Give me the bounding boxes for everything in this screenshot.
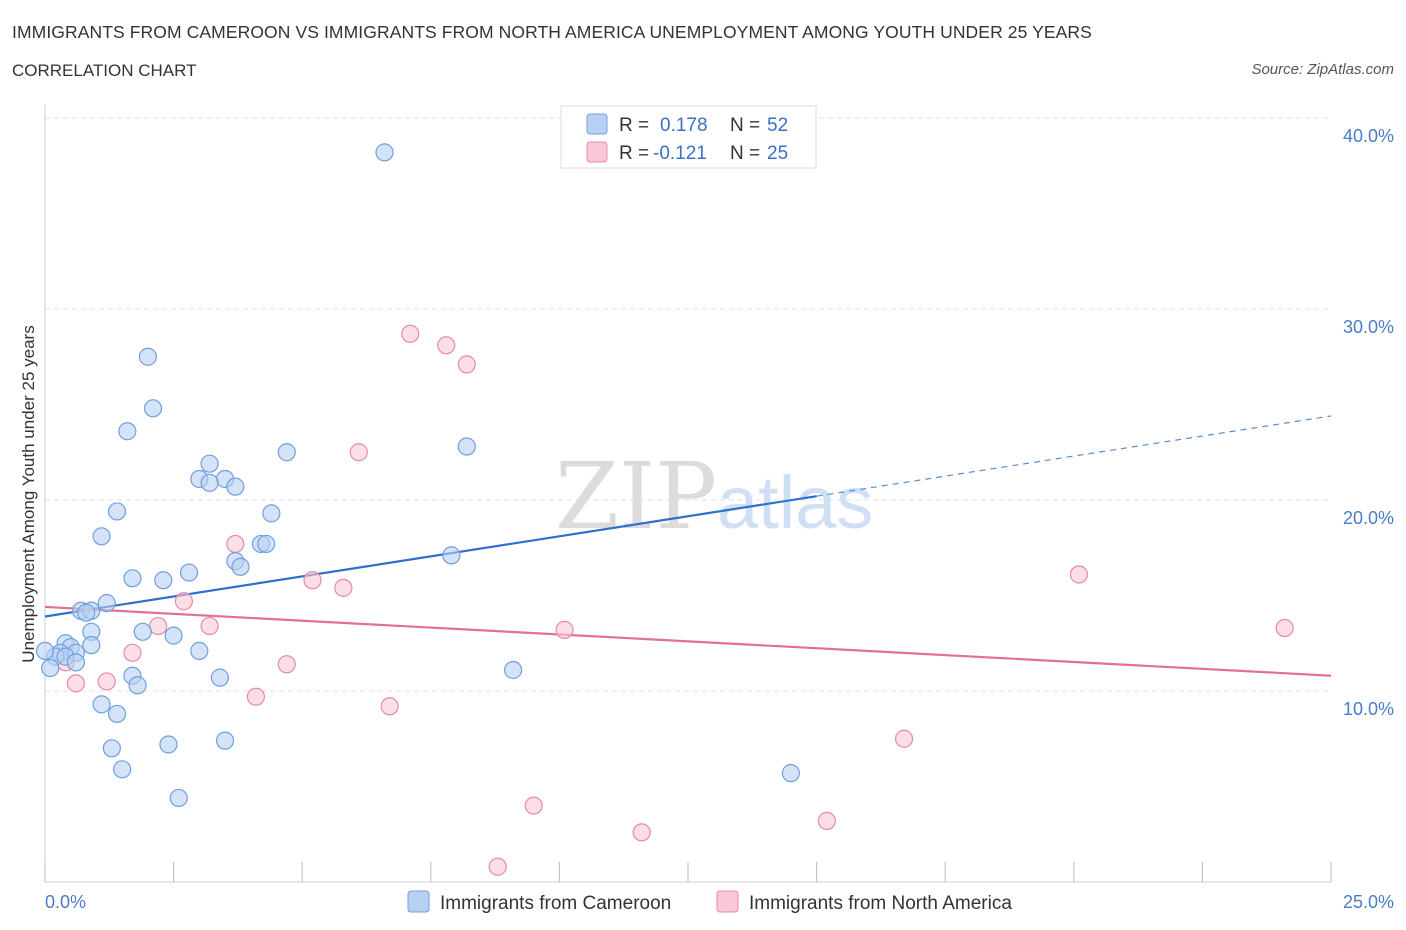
legend-r-label-0: R = (619, 115, 649, 136)
trend-line-cameroon-extension (816, 415, 1332, 497)
point-north-america (817, 811, 836, 830)
point-cameroon (107, 502, 127, 521)
legend-r-value-0: 0.178 (660, 115, 708, 136)
point-cameroon (200, 473, 219, 492)
point-cameroon (133, 622, 152, 641)
y-tick-labels: 10.0% 20.0% 30.0% 40.0% (1343, 126, 1394, 719)
point-cameroon (41, 658, 60, 678)
point-north-america (174, 592, 193, 611)
point-cameroon (77, 603, 96, 622)
point-cameroon (226, 477, 245, 496)
bottom-legend-swatch-north-america (716, 890, 739, 913)
trend-line-cameroon (44, 495, 817, 618)
point-cameroon (113, 760, 132, 779)
point-cameroon (159, 735, 178, 754)
point-north-america (226, 534, 245, 554)
point-north-america (457, 355, 476, 374)
point-cameroon (138, 347, 157, 366)
y-tick-label: 30.0% (1343, 317, 1394, 337)
point-cameroon (143, 399, 163, 418)
point-north-america (97, 672, 116, 691)
point-north-america (303, 571, 322, 590)
point-cameroon (102, 739, 121, 758)
point-cameroon (457, 437, 476, 456)
point-north-america (1275, 618, 1294, 638)
point-north-america (66, 674, 85, 693)
trend-lines (44, 415, 1332, 677)
point-cameroon (231, 557, 250, 576)
point-north-america (277, 655, 296, 674)
point-cameroon (35, 641, 55, 660)
point-cameroon (179, 563, 199, 582)
point-cameroon (215, 731, 235, 750)
point-north-america (380, 697, 399, 716)
legend-swatch-cameroon (586, 113, 608, 135)
legend-n-value-0: 52 (767, 115, 788, 136)
point-cameroon (164, 626, 183, 645)
point-cameroon (97, 594, 116, 613)
x-ticks (44, 862, 1332, 882)
point-north-america (334, 578, 353, 597)
point-cameroon (262, 504, 281, 523)
x-tick-label-max: 25.0% (1343, 892, 1394, 912)
point-north-america (246, 687, 266, 706)
x-tick-label-min: 0.0% (45, 892, 86, 912)
point-cameroon (442, 546, 461, 565)
point-cameroon (781, 764, 800, 783)
legend-n-label-0: N = (730, 115, 760, 136)
point-cameroon (107, 704, 127, 724)
point-cameroon (190, 641, 209, 660)
source-credit: Source: ZipAtlas.com (1251, 61, 1394, 78)
point-north-america (488, 857, 507, 876)
point-cameroon (66, 653, 85, 672)
point-north-america (437, 336, 456, 355)
legend-r-label-1: R = (619, 143, 649, 164)
point-cameroon (257, 534, 276, 554)
y-axis-label: Unemployment Among Youth under 25 years (19, 325, 38, 662)
point-cameroon (375, 143, 394, 162)
chart-subtitle: CORRELATION CHART (12, 61, 197, 80)
y-tick-label: 40.0% (1343, 126, 1394, 146)
gridlines (45, 117, 1331, 692)
point-north-america (349, 443, 368, 462)
point-cameroon (210, 668, 229, 687)
point-north-america (632, 823, 651, 842)
trend-line-north-america (44, 605, 1332, 677)
point-cameroon (92, 527, 111, 546)
y-tick-label: 10.0% (1343, 699, 1394, 719)
bottom-legend-label-cameroon: Immigrants from Cameroon (440, 893, 671, 914)
top-legend: R = 0.178 N = 52 R = -0.121 N = 25 (560, 105, 817, 169)
point-cameroon (118, 422, 137, 441)
point-north-america (200, 616, 219, 636)
bottom-legend: Immigrants from Cameroon Immigrants from… (407, 890, 1012, 914)
point-cameroon (200, 454, 219, 473)
chart-title: IMMIGRANTS FROM CAMEROON VS IMMIGRANTS F… (12, 22, 1092, 42)
point-cameroon (154, 571, 173, 590)
bottom-legend-label-north-america: Immigrants from North America (749, 893, 1012, 914)
point-cameroon (169, 788, 188, 808)
point-cameroon (128, 676, 147, 695)
legend-n-value-1: 25 (767, 143, 788, 164)
point-north-america (401, 324, 420, 343)
watermark: ZIP atlas (555, 443, 873, 550)
legend-n-label-1: N = (730, 143, 760, 164)
point-north-america (123, 643, 142, 662)
point-north-america (555, 620, 574, 639)
point-north-america (894, 729, 914, 748)
point-cameroon (504, 660, 523, 680)
point-cameroon (82, 636, 101, 655)
point-north-america (1069, 565, 1089, 584)
point-cameroon (92, 695, 111, 714)
point-cameroon (123, 569, 142, 588)
y-tick-label: 20.0% (1343, 508, 1394, 528)
watermark-atlas: atlas (717, 461, 873, 544)
point-north-america (524, 796, 543, 815)
legend-r-value-1: -0.121 (653, 143, 707, 164)
bottom-legend-swatch-cameroon (407, 890, 430, 913)
data-points (35, 143, 1294, 876)
point-north-america (149, 616, 168, 636)
legend-swatch-north-america (586, 141, 608, 163)
point-cameroon (277, 443, 296, 462)
